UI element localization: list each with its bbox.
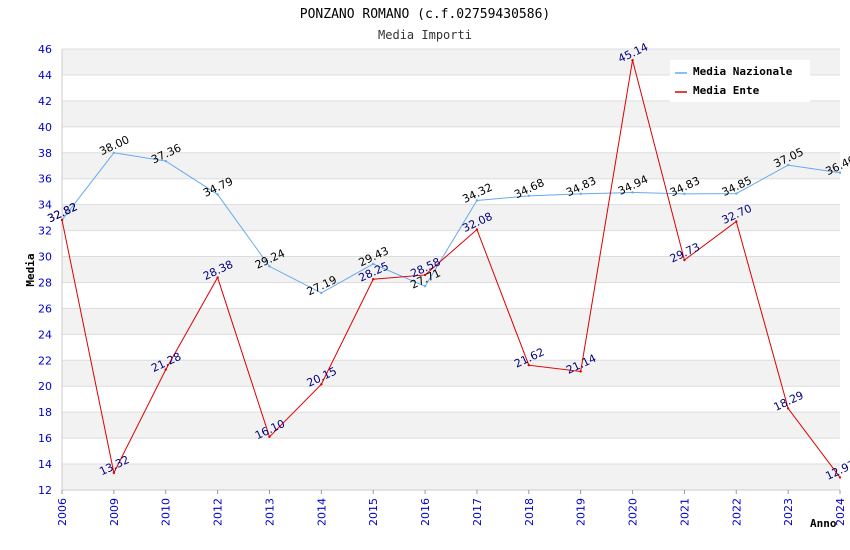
- x-tick-label: 2009: [108, 498, 121, 526]
- x-tick-label: 2013: [263, 498, 276, 526]
- grid-band: [62, 256, 840, 283]
- x-tick-label: 2023: [782, 498, 795, 526]
- data-point-media-nazionale: [112, 151, 116, 154]
- x-tick-label: 2020: [627, 498, 640, 526]
- y-tick-label: 34: [38, 199, 52, 212]
- y-tick-label: 14: [38, 458, 52, 471]
- data-point-media-nazionale: [475, 199, 479, 202]
- y-tick-label: 16: [38, 432, 52, 445]
- y-tick-label: 24: [38, 328, 52, 341]
- data-point-media-ente: [786, 407, 790, 410]
- data-point-media-nazionale: [372, 262, 375, 266]
- x-tick-label: 2015: [367, 498, 380, 526]
- y-tick-label: 38: [38, 147, 52, 160]
- x-tick-label: 2024: [834, 498, 847, 526]
- x-tick-label: 2021: [678, 498, 691, 526]
- y-tick-label: 46: [38, 43, 52, 56]
- grid-band: [62, 412, 840, 439]
- grid-band: [62, 204, 840, 231]
- y-tick-label: 18: [38, 406, 52, 419]
- y-tick-label: 30: [38, 251, 52, 264]
- y-tick-label: 26: [38, 302, 52, 315]
- x-tick-label: 2018: [523, 498, 536, 526]
- grid-band: [62, 360, 840, 387]
- y-tick-label: 40: [38, 121, 52, 134]
- data-point-media-ente: [423, 273, 427, 277]
- grid-band: [62, 100, 840, 127]
- data-point-media-ente: [268, 435, 271, 439]
- data-point-media-ente: [838, 476, 842, 479]
- x-tick-label: 2016: [419, 498, 432, 526]
- data-label-media-nazionale: 34.68: [512, 176, 546, 201]
- data-point-media-ente: [527, 364, 530, 367]
- y-tick-label: 44: [38, 69, 52, 82]
- y-tick-label: 36: [38, 173, 52, 186]
- legend-label-media-nazionale: Media Nazionale: [693, 65, 793, 78]
- data-label-media-ente: 18.29: [772, 389, 806, 414]
- chart-subtitle: Media Importi: [378, 28, 472, 42]
- x-tick-label: 2017: [471, 498, 484, 526]
- data-point-media-ente: [216, 276, 219, 279]
- legend-box: [670, 60, 810, 102]
- data-point-media-nazionale: [735, 192, 738, 195]
- series: [60, 58, 842, 479]
- data-point-media-ente: [683, 258, 686, 262]
- data-point-media-ente: [320, 383, 323, 386]
- chart-title: PONZANO ROMANO (c.f.02759430586): [300, 7, 550, 22]
- legend: Media Nazionale Media Ente: [670, 60, 810, 102]
- grid: [62, 48, 840, 491]
- axes: 1214161820222426283032343638404244462006…: [38, 43, 847, 526]
- series-line-media-nazionale: [61, 152, 841, 294]
- data-point-media-ente: [112, 471, 116, 475]
- data-point-media-ente: [735, 220, 738, 223]
- data-point-media-ente: [631, 58, 634, 62]
- data-point-media-nazionale: [786, 163, 790, 167]
- data-point-media-nazionale: [683, 192, 686, 196]
- data-point-media-ente: [60, 218, 64, 222]
- series-line-media-ente: [61, 60, 841, 478]
- x-tick-label: 2006: [56, 498, 69, 526]
- y-tick-label: 12: [38, 484, 52, 497]
- data-label-media-nazionale: 34.32: [460, 181, 494, 206]
- y-axis-title: Media: [24, 253, 37, 286]
- data-point-media-ente: [372, 278, 375, 281]
- grid-band: [62, 308, 840, 335]
- y-tick-label: 32: [38, 225, 52, 238]
- legend-label-media-ente: Media Ente: [693, 84, 760, 97]
- data-point-media-nazionale: [320, 291, 323, 295]
- x-tick-label: 2014: [315, 498, 328, 526]
- data-point-media-nazionale: [216, 193, 219, 196]
- data-point-media-nazionale: [838, 171, 842, 174]
- data-point-media-nazionale: [423, 285, 427, 288]
- y-tick-label: 28: [38, 276, 52, 289]
- grid-band: [62, 464, 840, 490]
- data-point-media-ente: [164, 368, 167, 371]
- data-point-media-ente: [475, 228, 479, 231]
- x-tick-label: 2019: [575, 498, 588, 526]
- x-tick-label: 2012: [212, 498, 225, 526]
- x-tick-label: 2010: [160, 498, 173, 526]
- data-point-media-nazionale: [527, 194, 530, 198]
- y-tick-label: 22: [38, 354, 52, 367]
- data-point-media-ente: [579, 370, 582, 373]
- x-axis-title: Anno: [810, 517, 837, 530]
- data-point-media-nazionale: [164, 159, 167, 163]
- y-tick-label: 42: [38, 95, 52, 108]
- grid-band: [62, 152, 840, 179]
- data-point-media-nazionale: [268, 265, 271, 268]
- data-point-media-nazionale: [631, 191, 634, 194]
- data-point-media-nazionale: [579, 192, 582, 196]
- y-tick-label: 20: [38, 380, 52, 393]
- x-tick-label: 2022: [730, 498, 743, 526]
